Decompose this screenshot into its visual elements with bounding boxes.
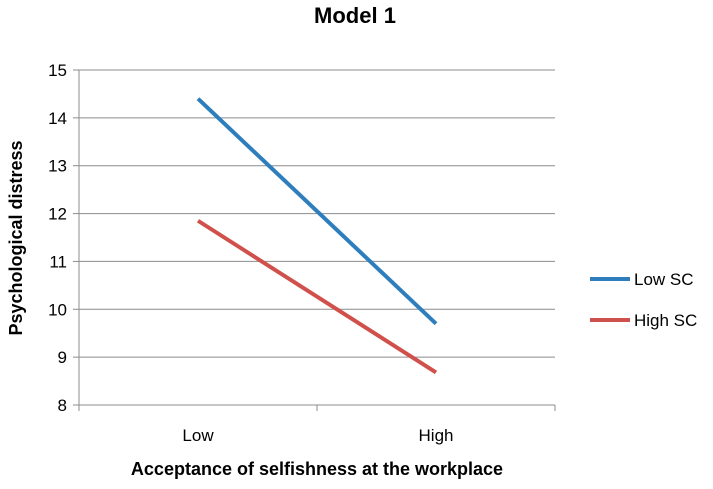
legend-label: Low SC xyxy=(634,270,694,289)
y-tick-label: 13 xyxy=(48,157,67,176)
gridlines xyxy=(79,69,555,358)
series-line-high-sc xyxy=(196,219,438,375)
legend: Low SC High SC xyxy=(590,270,697,330)
x-axis-ticks: Low High xyxy=(78,405,556,445)
y-tick-label: 10 xyxy=(48,300,67,319)
x-axis-title: Acceptance of selfishness at the workpla… xyxy=(131,459,503,479)
y-tick-label: 15 xyxy=(48,61,67,80)
y-axis-ticks: 8 9 10 11 12 13 14 15 xyxy=(48,61,79,415)
series-line-low-sc xyxy=(196,97,438,326)
y-tick-label: 8 xyxy=(58,396,67,415)
y-tick-label: 9 xyxy=(58,348,67,367)
y-tick-label: 11 xyxy=(49,252,67,271)
y-tick-label: 14 xyxy=(48,109,67,128)
series-lines xyxy=(196,97,438,375)
chart-title: Model 1 xyxy=(314,3,396,28)
y-axis-title: Psychological distress xyxy=(6,140,26,335)
x-tick-label: Low xyxy=(182,426,214,445)
legend-label: High SC xyxy=(634,311,697,330)
y-tick-label: 12 xyxy=(48,205,67,224)
x-tick-label: High xyxy=(419,426,454,445)
